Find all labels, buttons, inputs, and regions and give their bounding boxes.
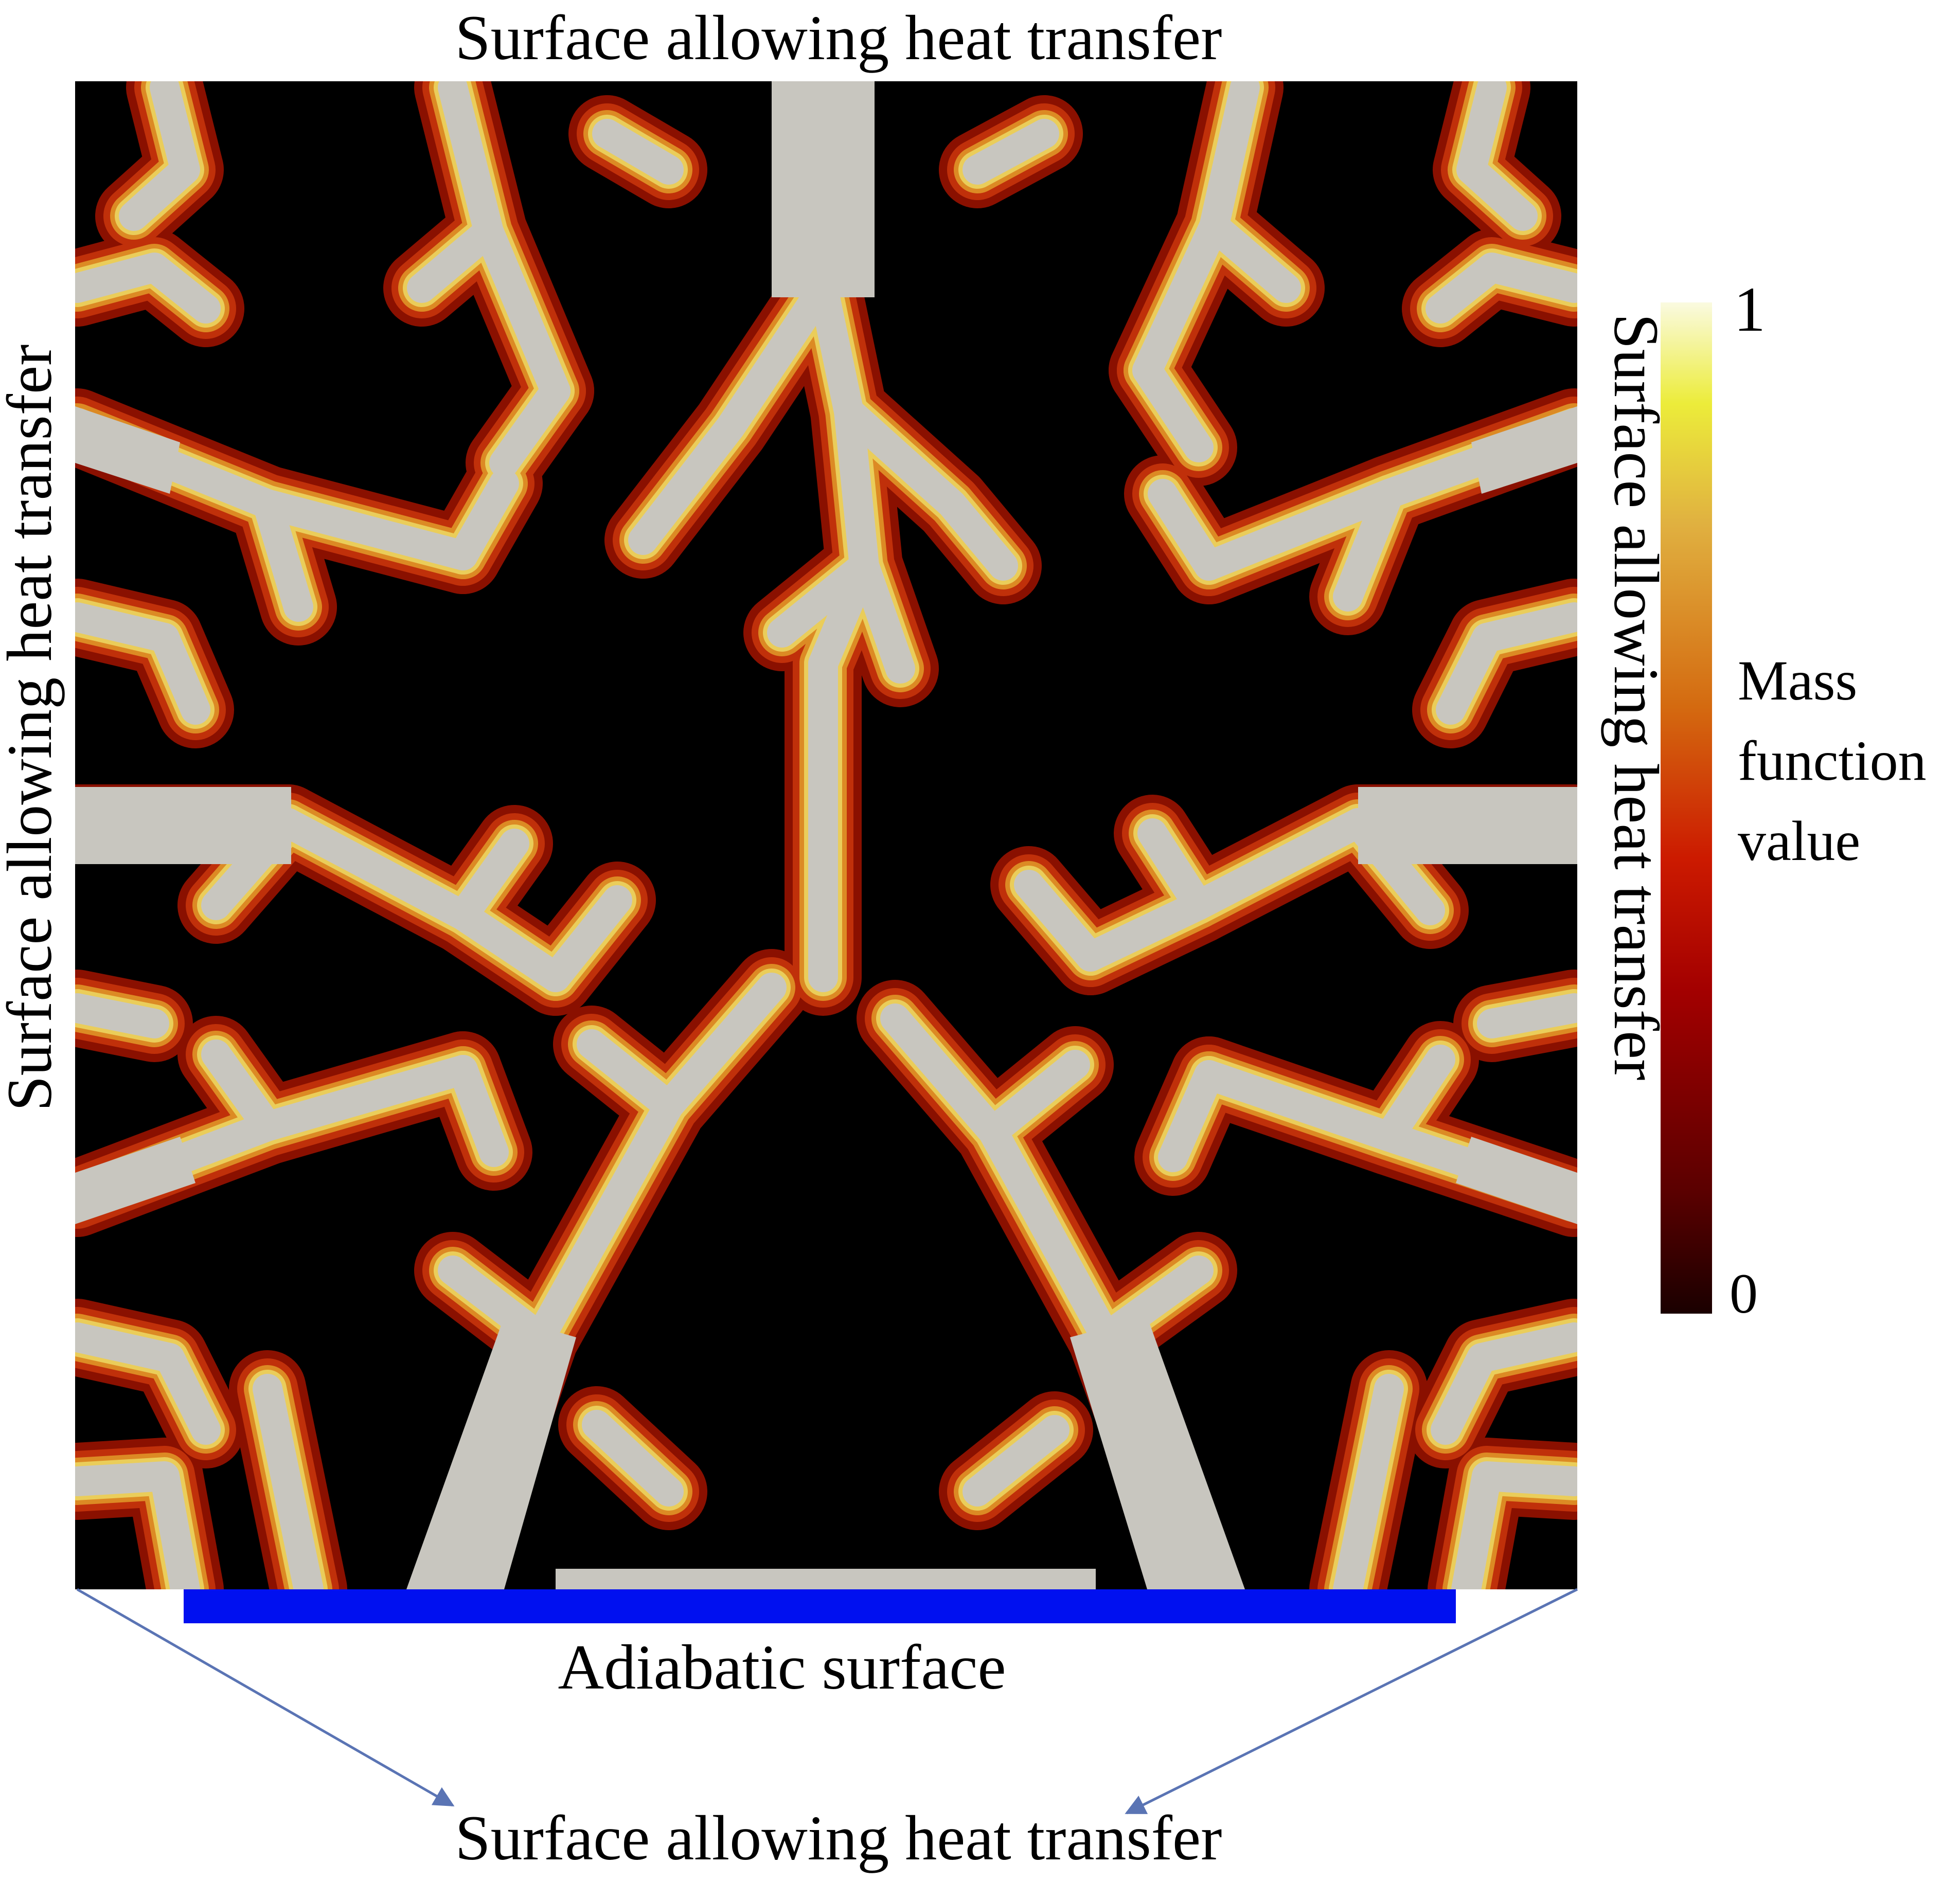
left-arrow [76, 1588, 455, 1807]
colorbar-max-label: 1 [1734, 274, 1766, 345]
colorbar-title-line: function [1738, 729, 1927, 793]
colorbar-title-line: Mass [1738, 649, 1858, 712]
adiabatic-bar [184, 1589, 1456, 1623]
colorbar-min-label: 0 [1730, 1262, 1758, 1325]
colorbar-title: Mass function value [1738, 640, 1959, 882]
adiabatic-label: Adiabatic surface [558, 1632, 1006, 1702]
right-arrow [1125, 1588, 1578, 1815]
material-layout [75, 81, 1577, 1589]
colorbar [1661, 302, 1712, 1314]
right-boundary-label: Surface allowing heat transfer [1601, 313, 1671, 1081]
left-boundary-label: Surface allowing heat transfer [0, 344, 65, 1112]
top-boundary-label: Surface allowing heat transfer [455, 3, 1222, 73]
colorbar-title-line: value [1738, 810, 1861, 873]
bottom-boundary-label: Surface allowing heat transfer [455, 1803, 1222, 1873]
